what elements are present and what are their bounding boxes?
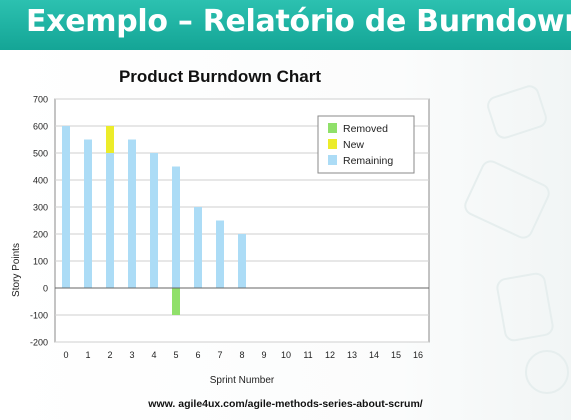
legend-label: Remaining — [343, 155, 393, 167]
y-axis-label: Story Points — [11, 243, 22, 297]
x-tick-label: 16 — [413, 350, 423, 360]
slide-title: Exemplo – Relatório de Burndown — [26, 4, 571, 39]
source-citation: www. agile4ux.com/agile-methods-series-a… — [148, 398, 423, 410]
y-tick-label: 0 — [43, 284, 48, 294]
y-tick-label: 400 — [33, 176, 48, 186]
y-tick-label: 700 — [33, 95, 48, 105]
bars — [62, 126, 246, 315]
bar-removed — [172, 288, 180, 315]
x-tick-label: 2 — [107, 350, 112, 360]
bar-remaining — [128, 139, 136, 288]
bar-remaining — [150, 153, 158, 288]
y-tick-label: -200 — [30, 338, 48, 348]
legend-label: Removed — [343, 123, 388, 135]
bar-remaining — [62, 126, 70, 288]
x-tick-label: 11 — [303, 350, 312, 360]
x-tick-label: 15 — [391, 350, 401, 360]
x-tick-label: 0 — [63, 350, 68, 360]
y-tick-label: 500 — [33, 149, 48, 159]
y-tick-label: 200 — [33, 230, 48, 240]
x-tick-label: 1 — [85, 350, 90, 360]
bar-remaining — [194, 207, 202, 288]
legend-swatch — [328, 139, 337, 149]
title-banner: Exemplo – Relatório de Burndown — [0, 0, 571, 50]
x-axis-ticks: 0 1 2 3 4 5 6 7 8 9 10 11 12 13 14 15 16 — [63, 350, 423, 360]
x-tick-label: 6 — [195, 350, 200, 360]
y-tick-label: 100 — [33, 257, 48, 267]
bar-remaining — [238, 234, 246, 288]
x-tick-label: 4 — [151, 350, 156, 360]
x-tick-label: 7 — [217, 350, 222, 360]
bar-remaining — [84, 139, 92, 288]
x-tick-label: 9 — [261, 350, 266, 360]
y-tick-label: 300 — [33, 203, 48, 213]
x-tick-label: 10 — [281, 350, 291, 360]
chart-title: Product Burndown Chart — [119, 67, 321, 86]
legend-swatch — [328, 123, 337, 133]
x-tick-label: 12 — [325, 350, 335, 360]
x-tick-label: 13 — [347, 350, 357, 360]
x-tick-label: 3 — [129, 350, 134, 360]
bar-remaining — [216, 220, 224, 288]
chart-legend: Removed New Remaining — [317, 115, 415, 174]
bar-new — [106, 126, 114, 153]
y-axis-ticks: 700 600 500 400 300 200 100 0 -100 -200 — [30, 95, 48, 348]
bar-remaining — [106, 153, 114, 288]
x-tick-label: 14 — [369, 350, 379, 360]
legend-label: New — [343, 139, 364, 151]
legend-swatch — [328, 155, 337, 165]
burndown-chart: Product Burndown Chart 70060050040030020… — [11, 67, 430, 386]
y-tick-label: -100 — [30, 311, 48, 321]
x-axis-label: Sprint Number — [210, 375, 275, 386]
y-tick-label: 600 — [33, 122, 48, 132]
decorative-shape — [525, 350, 569, 394]
bar-remaining — [172, 166, 180, 288]
x-tick-label: 8 — [239, 350, 244, 360]
x-tick-label: 5 — [173, 350, 178, 360]
